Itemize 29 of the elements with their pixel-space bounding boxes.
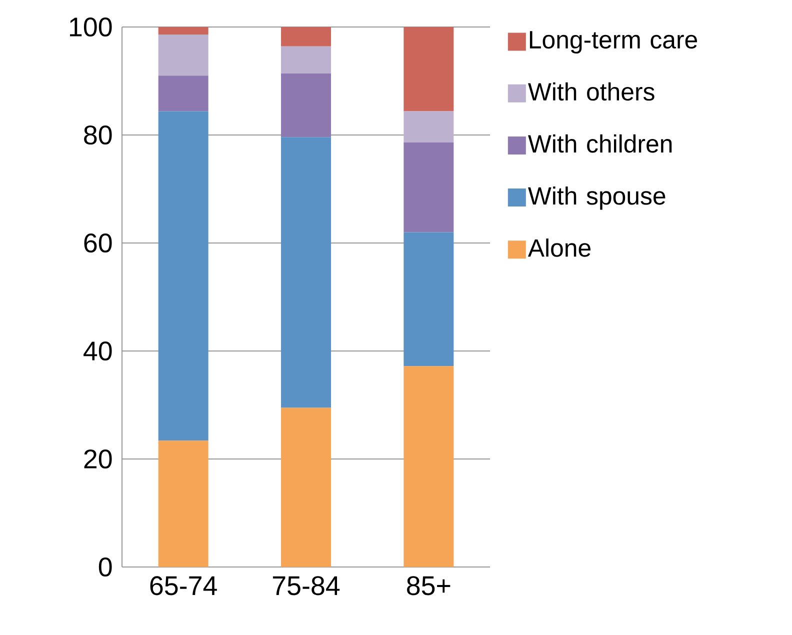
legend-label: With others (528, 82, 654, 101)
x-tick-label: 65-74 (150, 576, 217, 596)
bar (158, 440, 208, 567)
y-tick-label: 20 (84, 449, 112, 469)
bar (404, 232, 454, 366)
y-tick-label: 80 (84, 125, 112, 145)
y-tick-label: 40 (84, 341, 112, 361)
bar (404, 111, 454, 143)
bar (281, 137, 332, 408)
legend-label: Alone (528, 238, 590, 257)
bar (281, 46, 332, 74)
bar (158, 26, 208, 35)
x-tick-label: 75-84 (272, 576, 340, 596)
x-tick-label: 85+ (407, 576, 450, 596)
bar (158, 76, 208, 112)
bar (281, 26, 332, 46)
legend-label: With spouse (528, 186, 666, 210)
y-tick-label: 100 (70, 17, 112, 37)
y-tick-label: 0 (98, 557, 112, 577)
bar (158, 111, 208, 441)
legend-label: Long-term care (530, 31, 698, 54)
bar (404, 142, 454, 232)
bar (404, 366, 454, 567)
bar (281, 73, 332, 138)
bar (281, 408, 332, 567)
y-tick-label: 60 (84, 233, 112, 253)
bar (404, 26, 454, 112)
bar (158, 34, 208, 76)
legend-label: With children (528, 134, 672, 153)
